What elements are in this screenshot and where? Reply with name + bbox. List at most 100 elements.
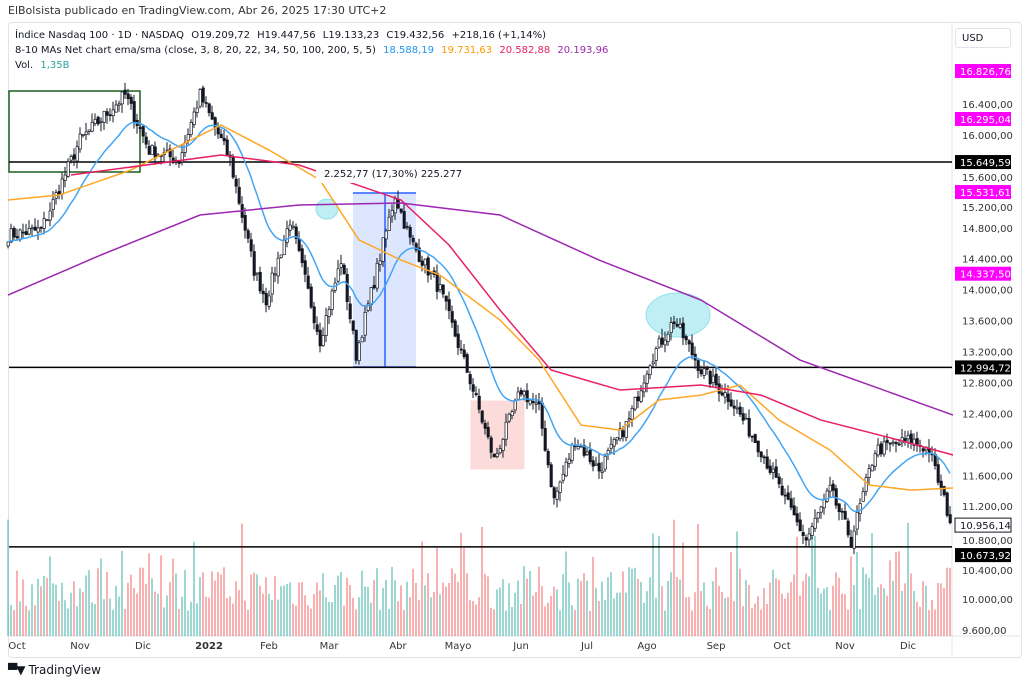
volume-bar [88, 570, 90, 636]
currency-button[interactable]: USD [955, 28, 1011, 48]
candle [567, 453, 571, 468]
volume-bar [511, 607, 513, 636]
volume-bar [598, 601, 600, 636]
price-marker-label: 14.337,50 [960, 270, 1011, 281]
candle-body [903, 438, 907, 442]
footer: ▀▼ TradingView [8, 663, 101, 677]
volume-bar [910, 573, 912, 636]
volume-bar [871, 533, 873, 636]
candle [198, 88, 202, 109]
volume-bar [382, 587, 384, 636]
price-tick-label: 13.200,00 [962, 348, 1013, 359]
candle [177, 160, 181, 168]
volume-bar [328, 601, 330, 636]
candle-body [267, 295, 271, 307]
time-tick-label: Oct [8, 641, 25, 652]
volume-bar [556, 589, 558, 636]
candle-body [942, 486, 946, 496]
indicator-name[interactable]: 8-10 MAs Net chart ema/sma (close, 3, 8,… [15, 45, 376, 56]
volume-bar [163, 607, 165, 636]
candle [459, 340, 463, 354]
volume-bar [478, 597, 480, 636]
volume-bar [487, 576, 489, 636]
volume-bar [427, 573, 429, 636]
candle [447, 291, 451, 320]
volume-bar [220, 574, 222, 636]
candle-body [861, 491, 865, 502]
candle-body [102, 110, 106, 123]
candle-body [306, 275, 310, 289]
time-tick-label: Ago [637, 641, 656, 652]
candle [321, 327, 325, 347]
volume-bar [664, 610, 666, 636]
candle-body [84, 131, 88, 135]
volume-bar [796, 536, 798, 636]
volume-bar [577, 578, 579, 636]
candle-body [393, 198, 397, 214]
candle-body [153, 146, 157, 159]
volume-bar [352, 597, 354, 636]
candle [678, 318, 682, 329]
candle [243, 207, 247, 239]
candle-body [915, 438, 919, 445]
candle-body [765, 456, 769, 469]
candle [828, 476, 832, 498]
volume-bar [202, 572, 204, 636]
volume-bar [175, 573, 177, 636]
volume-row[interactable]: Vol. 1,35B [15, 58, 612, 73]
candle-body [591, 460, 595, 467]
volume-bar [703, 582, 705, 636]
volume-bar [37, 578, 39, 636]
volume-bar [103, 599, 105, 636]
candle-body [441, 284, 445, 295]
volume-bar [97, 568, 99, 636]
candle [204, 96, 208, 108]
candle-body [882, 441, 886, 455]
volume-bar [586, 580, 588, 636]
candle-body [351, 320, 355, 331]
symbol-name[interactable]: Índice Nasdaq 100 · 1D · NASDAQ [15, 30, 185, 41]
volume-bar [31, 584, 33, 636]
candle [375, 257, 379, 292]
candle-body [66, 161, 70, 177]
volume-bar [286, 583, 288, 636]
candle [291, 220, 295, 230]
volume-bar [655, 597, 657, 636]
candle-body [627, 418, 631, 421]
candle [888, 442, 892, 452]
candle-body [81, 133, 85, 136]
footer-brand[interactable]: TradingView [28, 663, 101, 677]
volume-bar [28, 610, 30, 636]
candle-body [171, 157, 175, 164]
measure-label-bg [316, 164, 452, 183]
volume-bar [736, 531, 738, 636]
candle [738, 402, 742, 417]
candle-body [234, 178, 238, 187]
candle-body [369, 287, 373, 305]
candle-body [450, 311, 454, 323]
candle [240, 196, 244, 224]
candle-body [111, 109, 115, 116]
candle-body [315, 324, 319, 332]
volume-bar [739, 568, 741, 636]
volume-bar [25, 605, 27, 636]
candle [852, 525, 856, 555]
candle [201, 85, 205, 108]
volume-bar [217, 571, 219, 636]
candle-body [870, 465, 874, 472]
candle-body [318, 329, 322, 347]
candle [147, 140, 151, 155]
candle [546, 448, 550, 469]
volume-bar [154, 591, 156, 636]
indicator-row[interactable]: 8-10 MAs Net chart ema/sma (close, 3, 8,… [15, 43, 612, 58]
candle-body [873, 453, 877, 467]
volume-bar [943, 587, 945, 636]
candle [453, 319, 457, 338]
volume-bar [892, 580, 894, 636]
candle [786, 485, 790, 501]
volume-bar [337, 575, 339, 636]
candle-body [804, 537, 808, 541]
volume-bar [385, 579, 387, 636]
symbol-row[interactable]: Índice Nasdaq 100 · 1D · NASDAQ O19.209,… [15, 28, 612, 43]
